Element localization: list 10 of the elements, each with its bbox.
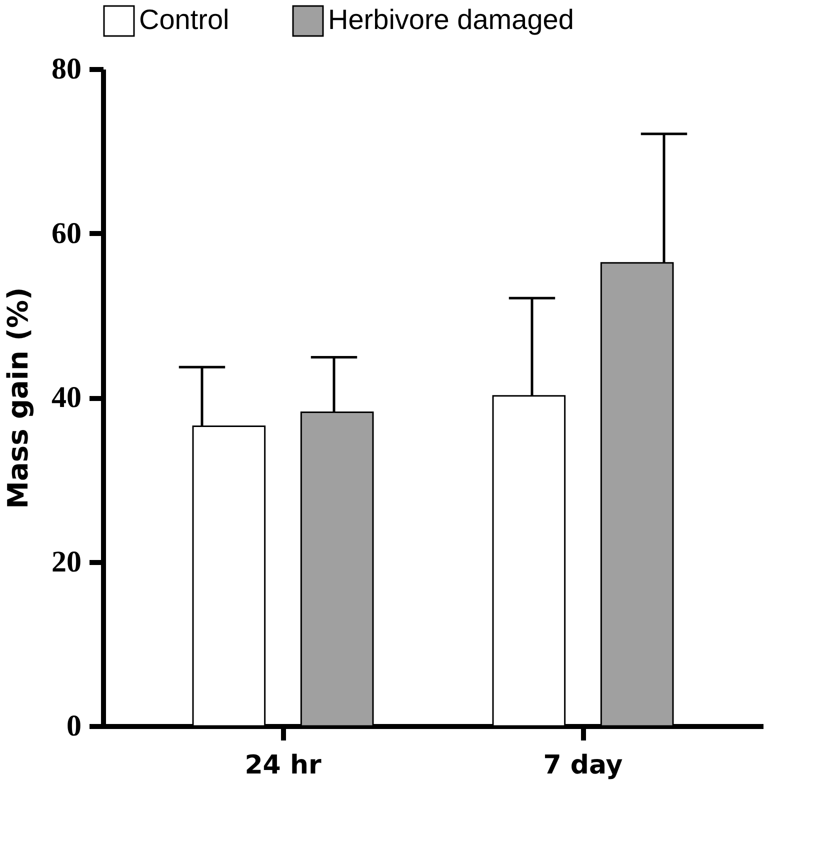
y-tick-label: 0: [66, 710, 82, 742]
legend-label: Herbivore damaged: [328, 4, 574, 35]
x-tick-label: 24 hr: [244, 750, 322, 780]
y-tick-label: 40: [52, 381, 82, 414]
y-tick-label: 80: [52, 52, 82, 86]
y-tick-label: 60: [52, 216, 82, 250]
x-tick-label: 7 day: [543, 750, 623, 780]
y-tick-label: 20: [52, 545, 82, 578]
y-axis-title: Mass gain (%): [2, 287, 34, 509]
legend-label: Control: [139, 4, 230, 35]
